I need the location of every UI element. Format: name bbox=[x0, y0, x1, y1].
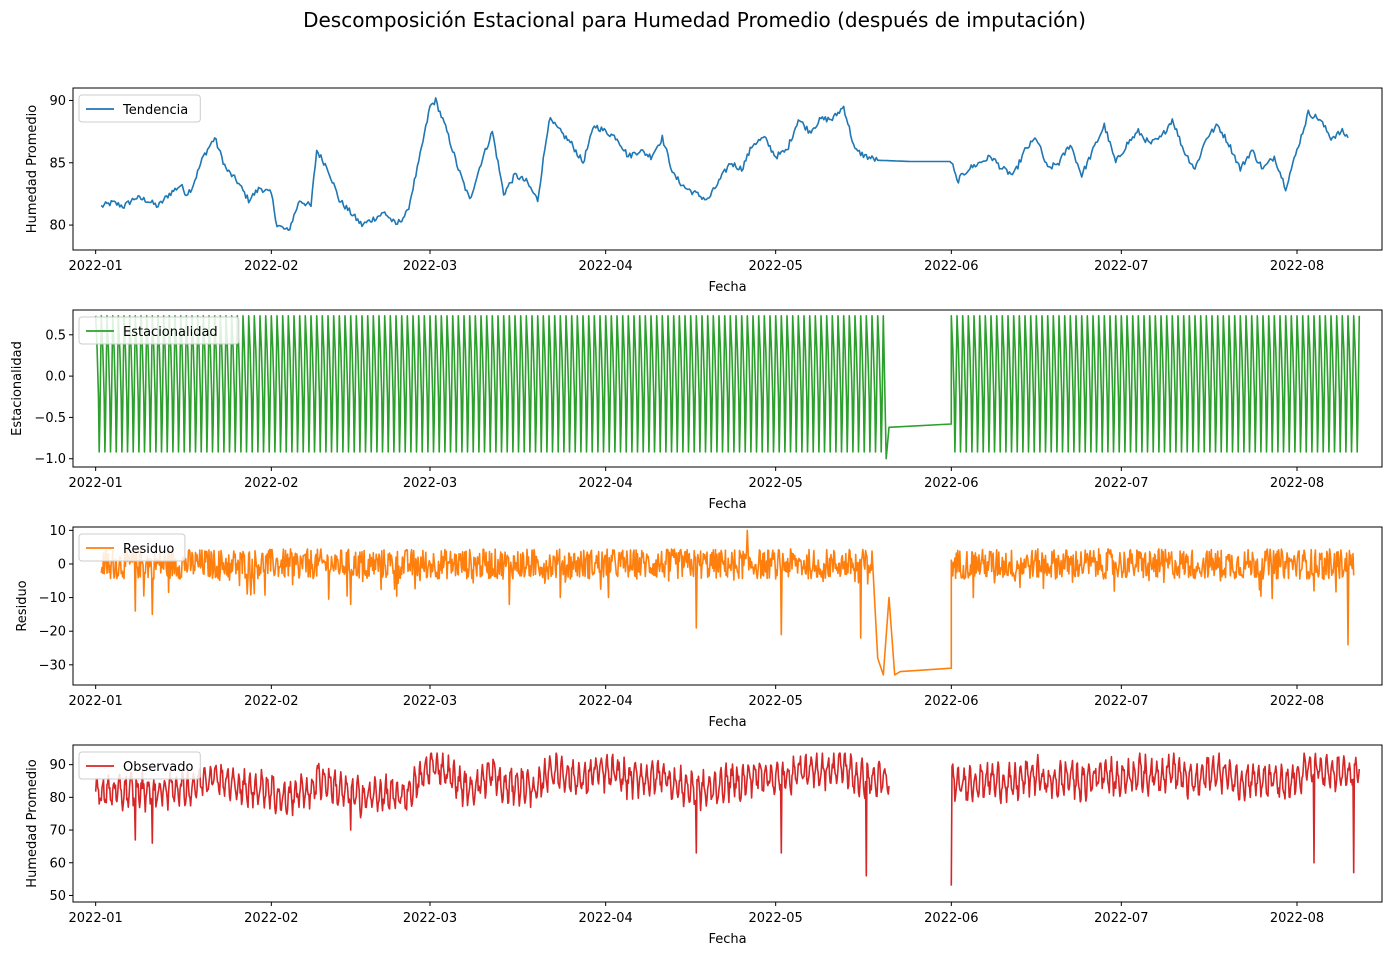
legend: Observado bbox=[78, 751, 201, 780]
legend-label: Observado bbox=[123, 760, 194, 775]
x-tick-label: 2022-04 bbox=[579, 259, 633, 274]
x-tick-label: 2022-02 bbox=[244, 259, 298, 274]
y-axis-label: Residuo bbox=[15, 580, 30, 631]
legend: Tendencia bbox=[78, 94, 201, 123]
x-axis-label: Fecha bbox=[708, 280, 746, 295]
x-tick-label: 2022-03 bbox=[403, 694, 457, 709]
axes-frame bbox=[72, 309, 1383, 468]
legend-box bbox=[78, 94, 201, 123]
y-tick-label: −20 bbox=[39, 625, 66, 640]
x-tick-label: 2022-03 bbox=[403, 911, 457, 926]
legend-box bbox=[78, 533, 186, 562]
y-tick-label: −1.0 bbox=[34, 452, 66, 467]
y-tick-label: 60 bbox=[49, 856, 66, 871]
subplot-2: −1.0 −0.5 0.0 0.5 2022-01 2022-02 2022-03 2022-… bbox=[10, 309, 1383, 512]
x-tick-label: 2022-01 bbox=[69, 259, 123, 274]
x-tick-label: 2022-05 bbox=[749, 259, 803, 274]
series-line-residuo bbox=[100, 529, 1355, 676]
x-tick-label: 2022-05 bbox=[749, 911, 803, 926]
axes-frame bbox=[72, 87, 1383, 251]
x-tick-label: 2022-08 bbox=[1270, 259, 1324, 274]
series-line-group bbox=[94, 315, 1361, 460]
x-tick-label: 2022-08 bbox=[1270, 476, 1324, 491]
x-tick-label: 2022-06 bbox=[924, 911, 978, 926]
series-line-estacionalidad bbox=[94, 315, 1361, 460]
x-tick-label: 2022-05 bbox=[749, 694, 803, 709]
y-tick-label: 10 bbox=[49, 524, 66, 539]
x-tick-label: 2022-05 bbox=[749, 476, 803, 491]
subplot-1: 80 85 90 2022-01 2022-02 2022-03 2022-04 2022-0… bbox=[25, 87, 1383, 295]
axes-frame bbox=[72, 744, 1383, 903]
y-tick-label: 80 bbox=[49, 219, 66, 234]
y-tick-label: 70 bbox=[49, 824, 66, 839]
x-tick-label: 2022-04 bbox=[579, 911, 633, 926]
subplot-4: 50 60 70 80 90 2022-01 2022-02 2022-03 2022-04 20… bbox=[25, 744, 1383, 947]
x-tick-label: 2022-08 bbox=[1270, 911, 1324, 926]
x-tick-label: 2022-06 bbox=[924, 694, 978, 709]
y-tick-label: 0.0 bbox=[45, 370, 66, 385]
legend: Residuo bbox=[78, 533, 186, 562]
x-tick-label: 2022-07 bbox=[1094, 476, 1148, 491]
y-tick-label: −10 bbox=[39, 591, 66, 606]
series-line-group bbox=[94, 752, 1361, 886]
x-axis-label: Fecha bbox=[708, 497, 746, 512]
x-tick-label: 2022-02 bbox=[244, 476, 298, 491]
x-axis-label: Fecha bbox=[708, 715, 746, 730]
x-tick-label: 2022-07 bbox=[1094, 694, 1148, 709]
y-tick-label: −0.5 bbox=[34, 411, 66, 426]
x-tick-label: 2022-06 bbox=[924, 259, 978, 274]
x-tick-label: 2022-06 bbox=[924, 476, 978, 491]
legend: Estacionalidad bbox=[78, 316, 240, 345]
legend-label: Estacionalidad bbox=[123, 325, 218, 340]
y-tick-label: 80 bbox=[49, 791, 66, 806]
x-tick-label: 2022-03 bbox=[403, 259, 457, 274]
series-line-group bbox=[100, 97, 1349, 231]
x-tick-label: 2022-01 bbox=[69, 911, 123, 926]
series-line-observado-segment-1 bbox=[94, 752, 890, 877]
y-tick-label: 90 bbox=[49, 94, 66, 109]
legend-label: Tendencia bbox=[122, 103, 188, 118]
y-tick-label: 85 bbox=[49, 156, 66, 171]
y-axis-label: Humedad Promedio bbox=[25, 759, 40, 887]
x-tick-label: 2022-03 bbox=[403, 476, 457, 491]
x-tick-label: 2022-07 bbox=[1094, 259, 1148, 274]
y-tick-label: 50 bbox=[49, 889, 66, 904]
x-tick-label: 2022-08 bbox=[1270, 694, 1324, 709]
y-axis-label: Humedad Promedio bbox=[25, 105, 40, 233]
x-tick-label: 2022-01 bbox=[69, 694, 123, 709]
series-line-tendencia bbox=[100, 97, 1349, 231]
subplot-3: −30 −20 −10 0 10 2022-01 2022-02 2022-03 2022-04… bbox=[15, 524, 1383, 730]
axes-frame bbox=[72, 526, 1383, 686]
y-tick-label: 90 bbox=[49, 758, 66, 773]
x-axis-label: Fecha bbox=[708, 932, 746, 947]
x-tick-label: 2022-07 bbox=[1094, 911, 1148, 926]
y-tick-label: −30 bbox=[39, 658, 66, 673]
series-line-observado-segment-2 bbox=[950, 752, 1361, 886]
y-axis-label: Estacionalidad bbox=[10, 341, 25, 436]
y-tick-label: 0 bbox=[58, 557, 66, 572]
figure-title: Descomposición Estacional para Humedad P… bbox=[303, 8, 1086, 32]
x-tick-label: 2022-02 bbox=[244, 911, 298, 926]
x-tick-label: 2022-01 bbox=[69, 476, 123, 491]
x-tick-label: 2022-04 bbox=[579, 476, 633, 491]
y-tick-label: 0.5 bbox=[45, 328, 66, 343]
legend-box bbox=[78, 751, 201, 780]
legend-box bbox=[78, 316, 240, 345]
x-tick-label: 2022-04 bbox=[579, 694, 633, 709]
x-tick-label: 2022-02 bbox=[244, 694, 298, 709]
legend-label: Residuo bbox=[123, 542, 174, 557]
series-line-group bbox=[100, 529, 1355, 676]
